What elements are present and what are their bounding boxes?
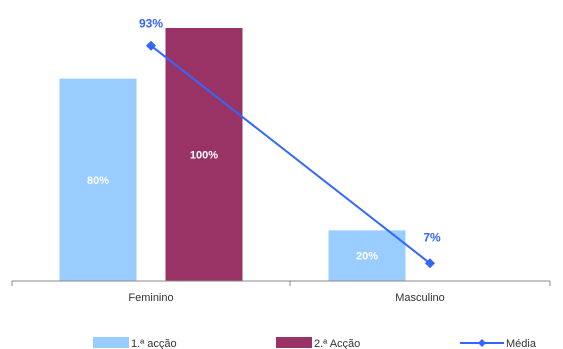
legend-label: 1.ª acção — [131, 338, 177, 349]
category-label-feminino: Feminino — [128, 292, 173, 304]
legend-label: Média — [506, 338, 537, 349]
bar-value-label: 100% — [190, 150, 218, 162]
average-point-marker — [425, 258, 435, 269]
average-line-layer: 93% 7% — [139, 17, 441, 269]
legend: 1.ª acção 2.ª Acção Média — [93, 337, 537, 349]
bars-layer — [59, 28, 406, 281]
bar-value-label: 80% — [87, 175, 109, 187]
average-line — [150, 44, 431, 265]
average-point-label: 93% — [139, 17, 163, 31]
average-point-label: 7% — [423, 230, 441, 244]
category-label-masculino: Masculino — [395, 292, 445, 304]
bar-value-label: 20% — [356, 251, 378, 263]
bar-1-feminino — [59, 78, 137, 281]
legend-label: 2.ª Acção — [314, 338, 360, 349]
legend-swatch-marker — [478, 339, 486, 347]
category-labels: Feminino Masculino — [128, 292, 444, 304]
legend-swatch — [276, 337, 312, 348]
bar-1-masculino — [328, 230, 406, 281]
bar-labels-layer: 80% 20% 100% — [87, 150, 378, 263]
average-point-marker — [146, 40, 156, 51]
bar-2-feminino — [165, 28, 243, 281]
legend-swatch — [93, 337, 129, 348]
